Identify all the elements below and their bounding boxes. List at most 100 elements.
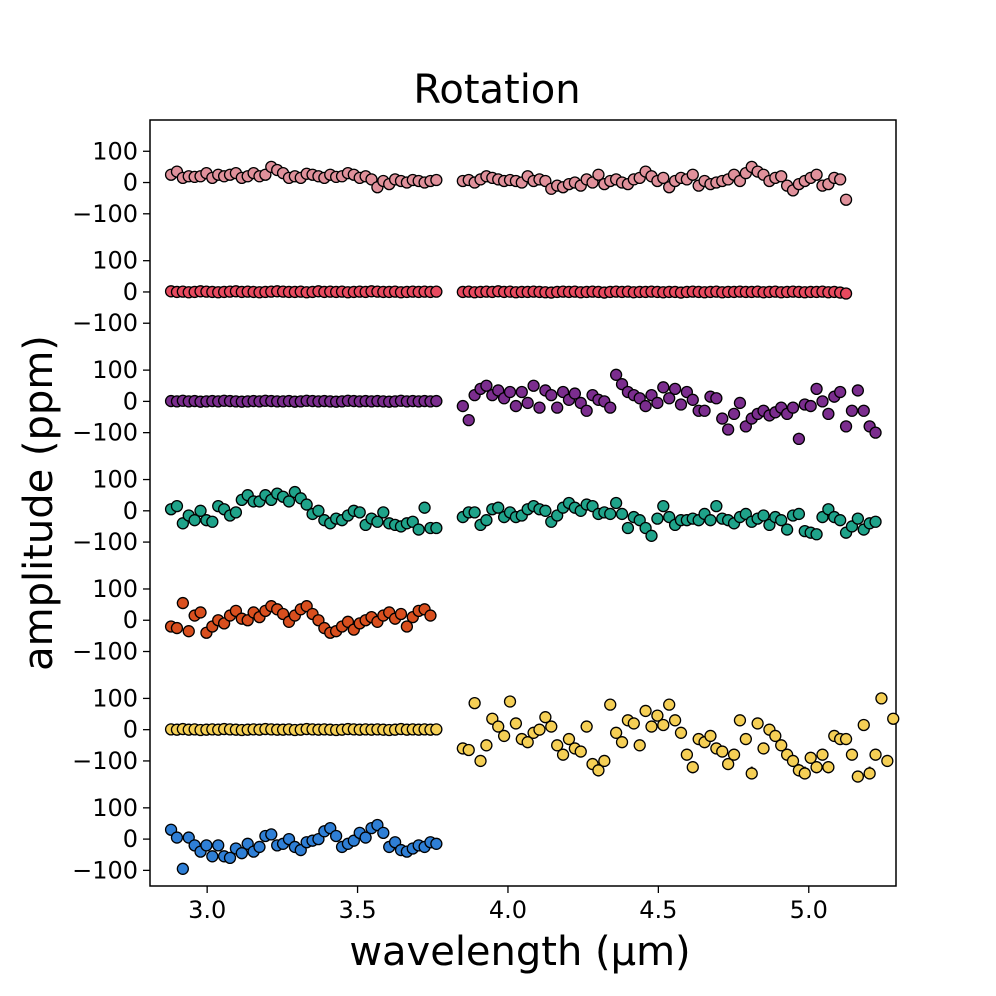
data-point <box>645 720 658 733</box>
data-point <box>887 712 900 725</box>
data-point <box>845 748 859 761</box>
data-point <box>527 379 540 392</box>
data-point <box>545 720 558 733</box>
data-point <box>424 609 437 622</box>
data-point <box>845 404 859 417</box>
data-point <box>869 426 882 439</box>
y-tick-label: 0 <box>123 606 138 634</box>
data-point <box>359 831 372 844</box>
data-point <box>733 714 747 727</box>
data-point <box>312 504 325 517</box>
data-point <box>497 729 511 743</box>
data-point <box>786 401 800 414</box>
data-point <box>792 432 806 446</box>
data-point <box>869 515 882 528</box>
data-point <box>810 761 823 774</box>
data-point <box>474 754 487 768</box>
data-point <box>418 501 431 514</box>
data-point <box>212 839 225 852</box>
data-point <box>568 387 582 400</box>
data-point <box>822 761 835 774</box>
y-tick-label: 0 <box>123 169 138 197</box>
data-point <box>394 607 408 621</box>
data-point <box>851 384 865 397</box>
data-point <box>775 739 788 752</box>
data-point <box>300 498 313 511</box>
data-point <box>663 698 676 711</box>
data-point <box>604 401 617 414</box>
data-point <box>468 506 481 519</box>
data-point <box>170 499 184 513</box>
data-point <box>615 736 629 749</box>
y-tick-label: 100 <box>92 466 138 494</box>
y-tick-label: 100 <box>92 247 138 275</box>
data-point <box>503 385 517 399</box>
data-point <box>545 388 558 402</box>
data-point <box>716 745 729 758</box>
x-tick-label: 3.0 <box>188 896 226 924</box>
y-tick-label: −100 <box>72 747 138 775</box>
data-point <box>229 506 243 519</box>
y-tick-label: 100 <box>92 794 138 822</box>
data-point <box>430 285 443 298</box>
y-axis-label: amplitude (ppm) <box>16 335 62 671</box>
data-point <box>639 399 652 413</box>
y-tick-label: −100 <box>72 309 138 337</box>
data-point <box>539 504 552 517</box>
data-point <box>804 751 817 764</box>
data-point <box>503 695 517 708</box>
data-point <box>604 507 617 521</box>
data-point <box>704 514 717 527</box>
data-point <box>592 764 605 777</box>
data-point <box>810 528 823 541</box>
data-point <box>686 168 699 181</box>
data-point <box>430 173 443 187</box>
data-point <box>621 521 635 535</box>
data-point <box>480 379 493 392</box>
data-point <box>757 742 770 755</box>
plot-area <box>164 160 900 875</box>
x-tick-label: 3.5 <box>338 896 376 924</box>
data-point <box>745 767 758 780</box>
data-point <box>769 729 782 743</box>
data-point <box>462 413 475 427</box>
data-point <box>657 171 670 184</box>
data-point <box>462 743 475 757</box>
data-point <box>580 720 593 733</box>
data-point <box>206 515 219 528</box>
data-point <box>492 720 505 733</box>
data-point <box>182 625 195 638</box>
data-point <box>412 523 425 536</box>
data-point <box>651 512 664 525</box>
data-point <box>710 499 723 513</box>
data-point <box>657 499 670 513</box>
data-point <box>651 709 664 722</box>
data-point <box>704 729 717 743</box>
data-point <box>223 851 237 865</box>
y-tick-label: 0 <box>123 497 138 525</box>
data-point <box>834 514 847 527</box>
data-point <box>592 168 605 181</box>
data-point <box>798 767 811 780</box>
data-point <box>235 847 248 860</box>
data-point <box>539 711 552 724</box>
data-point <box>663 392 676 405</box>
data-point <box>722 757 735 771</box>
data-point <box>556 748 570 761</box>
data-point <box>430 521 443 535</box>
data-point <box>430 394 443 408</box>
y-tick-label: 100 <box>92 575 138 603</box>
data-point <box>851 770 865 783</box>
data-point <box>480 514 493 527</box>
data-point <box>598 754 611 768</box>
data-point <box>751 717 764 730</box>
y-tick-label: 100 <box>92 684 138 712</box>
data-point <box>834 173 847 186</box>
data-point <box>574 745 587 758</box>
data-point <box>353 506 366 519</box>
data-point <box>698 404 711 417</box>
data-point <box>521 736 534 749</box>
data-point <box>668 382 682 396</box>
data-point <box>810 382 823 396</box>
data-point <box>639 704 652 718</box>
